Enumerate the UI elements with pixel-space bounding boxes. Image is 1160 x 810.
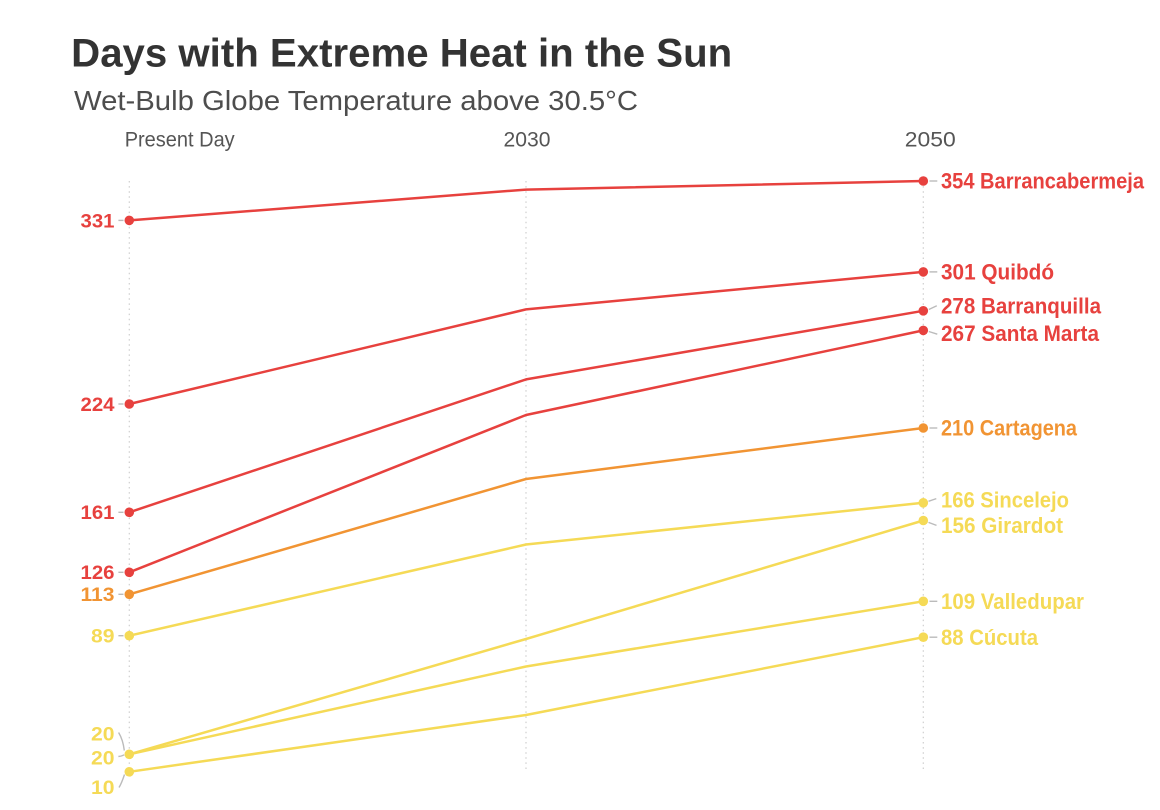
svg-text:109 Valledupar: 109 Valledupar (941, 589, 1084, 614)
svg-text:Present Day: Present Day (125, 126, 235, 151)
svg-text:224: 224 (81, 395, 115, 416)
svg-text:126: 126 (81, 563, 115, 584)
svg-text:354 Barrancabermeja: 354 Barrancabermeja (941, 169, 1145, 194)
svg-text:2030: 2030 (504, 126, 551, 151)
svg-text:267 Santa Marta: 267 Santa Marta (941, 321, 1100, 346)
svg-text:301 Quibdó: 301 Quibdó (941, 260, 1054, 285)
svg-text:20: 20 (91, 725, 115, 746)
svg-text:113: 113 (81, 585, 115, 606)
svg-text:Days with Extreme Heat in the: Days with Extreme Heat in the Sun (71, 32, 732, 76)
svg-text:161: 161 (81, 503, 115, 524)
svg-text:156 Girardot: 156 Girardot (941, 513, 1064, 538)
svg-text:166 Sincelejo: 166 Sincelejo (941, 488, 1069, 513)
svg-text:331: 331 (81, 211, 115, 232)
svg-text:Wet-Bulb Globe Temperature abo: Wet-Bulb Globe Temperature above 30.5°C (74, 85, 638, 116)
svg-text:88 Cúcuta: 88 Cúcuta (941, 625, 1039, 650)
svg-text:89: 89 (91, 627, 115, 648)
svg-text:10: 10 (91, 778, 115, 799)
svg-text:20: 20 (91, 748, 115, 769)
svg-text:2050: 2050 (905, 126, 956, 151)
svg-text:278 Barranquilla: 278 Barranquilla (941, 294, 1102, 319)
svg-text:210 Cartagena: 210 Cartagena (941, 416, 1078, 441)
